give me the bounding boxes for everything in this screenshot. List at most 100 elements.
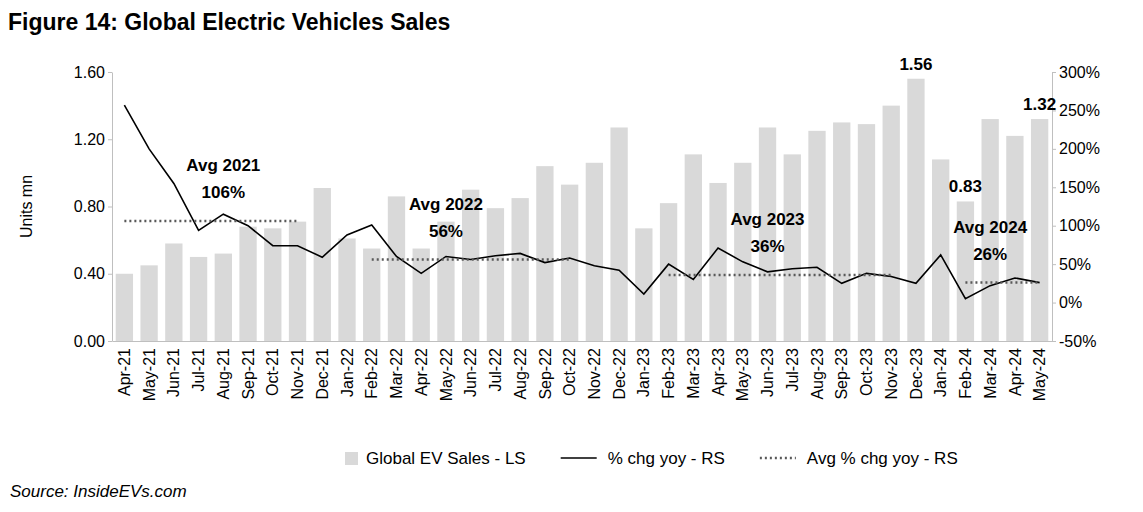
tick: Nov-22 — [586, 348, 603, 400]
legend-swatch — [760, 457, 796, 460]
tick-label: Jul-21 — [190, 348, 207, 392]
tick: 100% — [1052, 217, 1100, 234]
tick: Jul-21 — [190, 348, 207, 392]
tick-mark — [108, 139, 112, 140]
tick: Oct-21 — [264, 348, 281, 396]
bar — [1031, 119, 1048, 341]
tick-mark — [1052, 149, 1056, 150]
tick-mark — [1052, 72, 1056, 73]
annotation: Avg 2021 — [186, 156, 260, 175]
tick-label: 1.60 — [74, 64, 105, 81]
axis-line — [112, 73, 113, 342]
bar — [734, 163, 751, 341]
annotation: 106% — [202, 183, 245, 202]
bar — [487, 208, 504, 341]
tick: 150% — [1052, 179, 1100, 196]
tick: Jan-23 — [635, 348, 652, 397]
tick-label: 0.80 — [74, 198, 105, 215]
annotation: Avg 2024 — [953, 218, 1028, 237]
tick: 0.80 — [74, 198, 112, 215]
tick-label: Feb-24 — [957, 348, 974, 399]
bar — [363, 249, 380, 341]
tick-label: Aug-23 — [809, 348, 826, 400]
bar — [833, 122, 850, 341]
tick: Apr-23 — [710, 348, 727, 396]
tick-label: -50% — [1059, 333, 1096, 350]
tick-label: May-21 — [141, 348, 158, 401]
tick-mark — [1052, 226, 1056, 227]
bar — [239, 227, 256, 341]
bar — [536, 166, 553, 341]
tick-label: Apr-22 — [413, 348, 430, 396]
tick: Jul-22 — [487, 348, 504, 392]
bar — [635, 228, 652, 341]
tick: Aug-21 — [215, 348, 232, 400]
y-axis: 0.000.400.801.201.60 — [74, 64, 113, 350]
bar — [883, 106, 900, 341]
tick: Dec-23 — [908, 348, 925, 400]
tick: 1.60 — [74, 64, 112, 81]
annotation: 36% — [751, 237, 785, 256]
bar — [140, 265, 157, 341]
tick-label: Jan-23 — [635, 348, 652, 397]
tick: Nov-23 — [883, 348, 900, 400]
tick-label: Jun-21 — [165, 348, 182, 397]
tick-mark — [108, 72, 112, 73]
legend-label: Avg % chg yoy - RS — [807, 449, 958, 468]
bar — [932, 159, 949, 341]
y2-axis: -50%0%50%100%150%200%250%300% — [1052, 64, 1100, 350]
tick-label: Sep-22 — [536, 348, 553, 400]
tick-label: Mar-23 — [685, 348, 702, 399]
legend-item: % chg yoy - RS — [561, 449, 725, 468]
bar — [215, 254, 232, 341]
tick: Dec-21 — [314, 348, 331, 400]
tick: Feb-22 — [363, 348, 380, 399]
tick-label: Jun-22 — [462, 348, 479, 397]
tick-label: 200% — [1059, 140, 1100, 157]
tick: Jan-24 — [932, 348, 949, 397]
legend-label: Global EV Sales - LS — [366, 449, 526, 468]
tick-label: Dec-23 — [908, 348, 925, 400]
tick: Apr-22 — [413, 348, 430, 396]
tick: 250% — [1052, 102, 1100, 119]
tick-label: Oct-22 — [561, 348, 578, 396]
tick-label: 50% — [1059, 256, 1091, 273]
tick-label: May-24 — [1031, 348, 1048, 401]
annotation: Avg 2023 — [731, 210, 805, 229]
tick-label: Aug-22 — [512, 348, 529, 400]
tick: May-21 — [141, 348, 158, 401]
tick: Jul-23 — [784, 348, 801, 392]
tick: Mar-24 — [982, 348, 999, 399]
tick-label: Jul-23 — [784, 348, 801, 392]
legend-item: Avg % chg yoy - RS — [760, 449, 958, 468]
tick-label: Dec-22 — [611, 348, 628, 400]
tick-label: May-22 — [438, 348, 455, 401]
bar — [1006, 136, 1023, 341]
annotations: Avg 2021106%Avg 202256%Avg 202336%Avg 20… — [186, 55, 1056, 264]
tick-label: Aug-21 — [215, 348, 232, 400]
tick-label: Jul-22 — [487, 348, 504, 392]
tick: Apr-24 — [1006, 348, 1023, 396]
legend-swatch — [345, 452, 358, 465]
bar — [808, 131, 825, 341]
tick-label: Sep-23 — [833, 348, 850, 400]
chart: Figure 14: Global Electric Vehicles Sale… — [0, 0, 1143, 512]
bar — [413, 249, 430, 341]
axis-line — [113, 341, 1053, 342]
tick: 0.40 — [74, 265, 112, 282]
tick: 1.20 — [74, 131, 112, 148]
bar — [907, 79, 924, 341]
tick-label: Feb-22 — [363, 348, 380, 399]
tick: Mar-23 — [685, 348, 702, 399]
bar — [190, 257, 207, 341]
x-axis: Apr-21May-21Jun-21Jul-21Aug-21Sep-21Oct-… — [113, 342, 1053, 402]
tick-mark — [108, 274, 112, 275]
tick: Aug-23 — [809, 348, 826, 400]
tick-label: May-23 — [734, 348, 751, 401]
bar — [858, 124, 875, 341]
bar — [784, 154, 801, 341]
tick-label: 300% — [1059, 64, 1100, 81]
average-line — [124, 221, 1039, 282]
bar — [610, 127, 627, 341]
tick: 50% — [1052, 256, 1091, 273]
